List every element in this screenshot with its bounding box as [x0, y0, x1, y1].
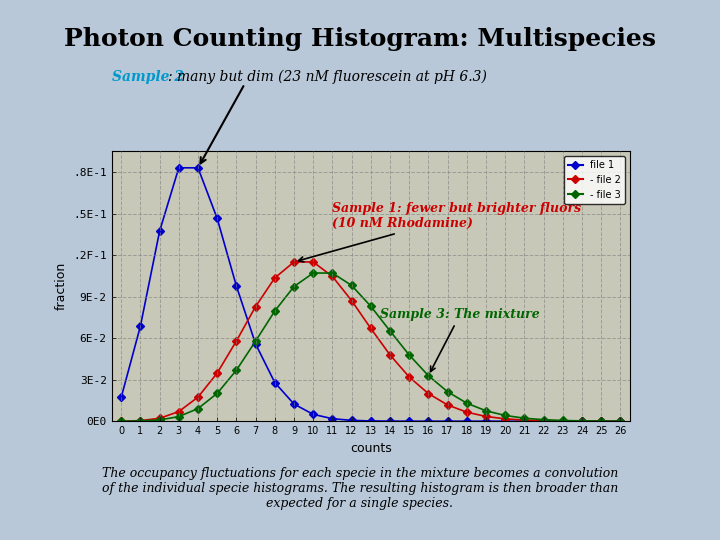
Text: The occupancy fluctuations for each specie in the mixture becomes a convolution
: The occupancy fluctuations for each spec… — [102, 467, 618, 510]
Text: Sample 1: fewer but brighter fluors
(10 nM Rhodamine): Sample 1: fewer but brighter fluors (10 … — [299, 202, 582, 262]
Text: Photon Counting Histogram: Multispecies: Photon Counting Histogram: Multispecies — [64, 27, 656, 51]
Legend: file 1, - file 2, - file 3: file 1, - file 2, - file 3 — [564, 156, 625, 204]
Text: : many but dim (23 nM fluorescein at pH 6.3): : many but dim (23 nM fluorescein at pH … — [168, 69, 487, 84]
Y-axis label: fraction: fraction — [55, 262, 68, 310]
Text: Sample 2: Sample 2 — [112, 70, 184, 84]
X-axis label: counts: counts — [350, 442, 392, 455]
Text: Sample 3: The mixture: Sample 3: The mixture — [380, 308, 540, 372]
